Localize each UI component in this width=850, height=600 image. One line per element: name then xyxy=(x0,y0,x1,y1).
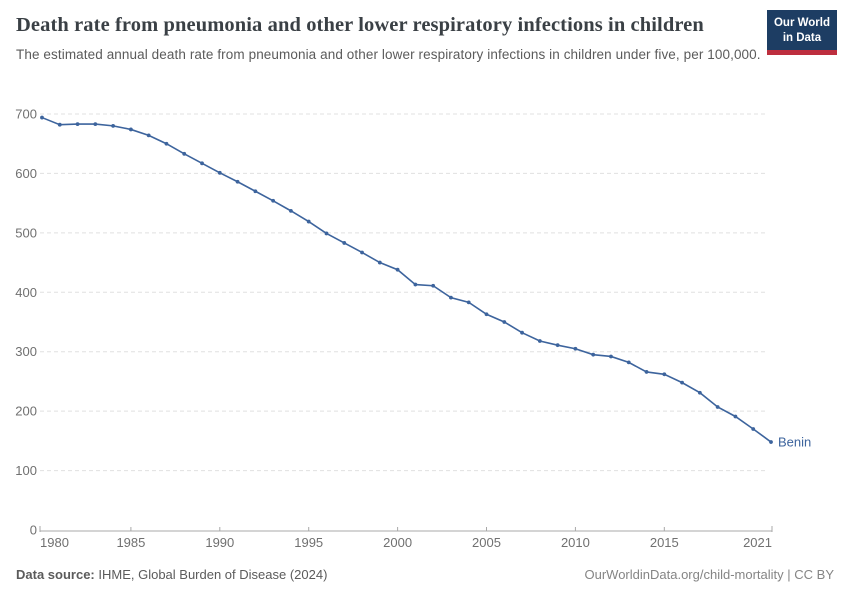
owid-logo-line2: in Data xyxy=(782,31,822,44)
series-point[interactable] xyxy=(324,231,329,236)
y-tick-label: 200 xyxy=(15,404,37,419)
series-point[interactable] xyxy=(217,170,222,175)
series-point[interactable] xyxy=(40,115,44,120)
x-tick-label: 2010 xyxy=(561,535,590,550)
x-axis: 1980 1985 1990 1995 2000 2005 2010 2015 2021 xyxy=(39,526,773,550)
chart-header: Death rate from pneumonia and other lowe… xyxy=(16,12,776,62)
series-point[interactable] xyxy=(93,122,98,127)
series-point[interactable] xyxy=(360,250,364,255)
series-point[interactable] xyxy=(484,312,489,317)
series-point[interactable] xyxy=(449,295,453,300)
series-point[interactable] xyxy=(289,208,293,213)
page-title: Death rate from pneumonia and other lowe… xyxy=(16,14,704,36)
gridlines xyxy=(40,113,768,472)
series-point[interactable] xyxy=(146,133,151,138)
data-series[interactable]: Benin xyxy=(40,115,811,450)
series-point[interactable] xyxy=(644,370,649,374)
x-tick-label: 1995 xyxy=(294,535,323,550)
series-endpoint-label: Benin xyxy=(778,435,811,450)
y-tick-label: 100 xyxy=(15,463,37,478)
series-line-benin[interactable] xyxy=(41,116,772,443)
y-tick-label: 300 xyxy=(15,344,37,359)
series-point[interactable] xyxy=(342,241,347,245)
series-point[interactable] xyxy=(573,346,578,351)
series-point[interactable] xyxy=(751,427,756,431)
series-point[interactable] xyxy=(697,390,702,395)
y-tick-label: 400 xyxy=(15,285,37,300)
series-point[interactable] xyxy=(609,354,613,359)
series-point[interactable] xyxy=(164,141,169,146)
data-source-text: IHME, Global Burden of Disease (2024) xyxy=(94,567,328,582)
series-point[interactable] xyxy=(377,260,382,265)
series-point[interactable] xyxy=(306,219,311,224)
series-point[interactable] xyxy=(182,151,187,156)
series-point[interactable] xyxy=(129,127,133,132)
series-point[interactable] xyxy=(626,360,631,365)
credit-link[interactable]: OurWorldinData.org/child-mortality | CC … xyxy=(584,567,835,582)
chart-footer: Data source: IHME, Global Burden of Dise… xyxy=(16,567,834,582)
series-point[interactable] xyxy=(591,352,596,357)
series-point[interactable] xyxy=(75,122,80,127)
series-point[interactable] xyxy=(466,300,471,305)
series-point[interactable] xyxy=(520,330,524,335)
series-point[interactable] xyxy=(431,283,436,288)
x-tick-label: 1990 xyxy=(205,535,234,550)
owid-logo[interactable]: Our World in Data xyxy=(766,10,837,55)
x-tick-label: 1980 xyxy=(40,535,69,550)
data-source-label: Data source: xyxy=(16,567,95,582)
series-point[interactable] xyxy=(733,414,738,419)
series-point[interactable] xyxy=(395,267,400,272)
y-tick-label: 700 xyxy=(15,107,37,122)
page-subtitle: The estimated annual death rate from pne… xyxy=(16,46,761,62)
y-axis-labels: 0 100 200 300 400 500 600 700 xyxy=(15,107,37,538)
x-tick-label: 1985 xyxy=(116,535,145,550)
y-tick-label: 0 xyxy=(30,523,37,538)
y-tick-label: 500 xyxy=(15,225,37,240)
series-point[interactable] xyxy=(537,339,542,343)
series-point[interactable] xyxy=(715,405,720,409)
series-point[interactable] xyxy=(413,282,418,287)
series-point[interactable] xyxy=(57,122,62,127)
series-point[interactable] xyxy=(555,343,560,348)
x-tick-label: 2005 xyxy=(472,535,501,550)
data-source: Data source: IHME, Global Burden of Dise… xyxy=(16,567,327,582)
x-tick-label: 2015 xyxy=(650,535,679,550)
series-point[interactable] xyxy=(235,179,240,184)
series-point[interactable] xyxy=(680,380,684,385)
series-point[interactable] xyxy=(200,161,204,166)
series-point[interactable] xyxy=(662,372,667,377)
series-point[interactable] xyxy=(769,440,773,444)
series-point[interactable] xyxy=(253,189,258,194)
y-tick-label: 600 xyxy=(15,166,37,181)
x-tick-label: 2000 xyxy=(383,535,412,550)
series-point[interactable] xyxy=(271,198,276,203)
series-point[interactable] xyxy=(111,123,116,128)
owid-logo-line1: Our World xyxy=(773,17,830,29)
series-point[interactable] xyxy=(502,320,507,324)
x-tick-label: 2021 xyxy=(743,535,772,550)
